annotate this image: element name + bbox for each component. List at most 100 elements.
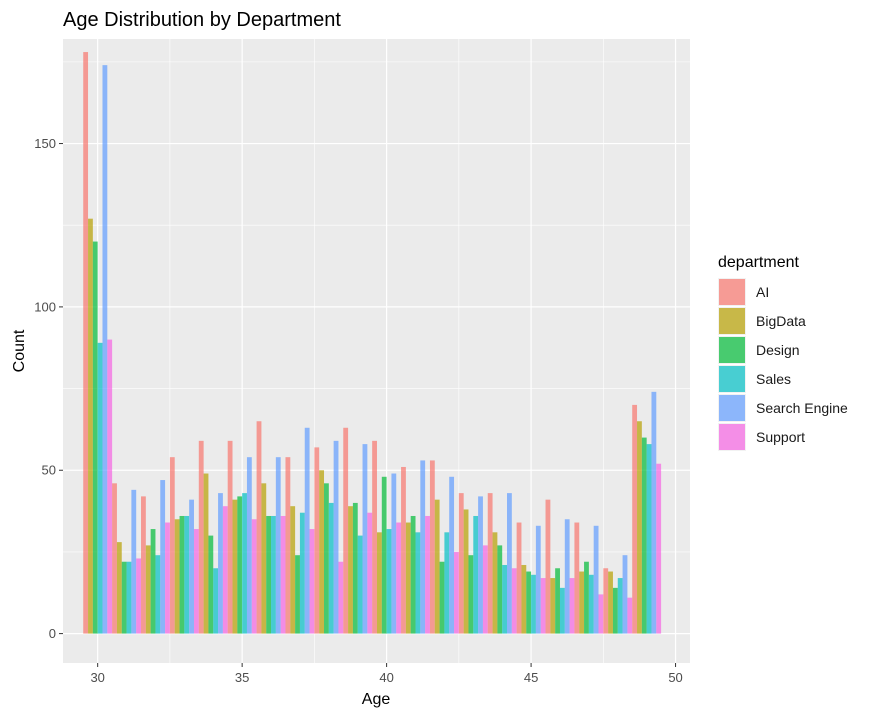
legend-label-ai: AI: [756, 284, 769, 300]
bar-bigdata: [492, 532, 498, 634]
bar-sales: [415, 532, 421, 634]
bar-sales: [242, 493, 247, 634]
legend-title: department: [718, 254, 799, 271]
bar-design: [324, 483, 329, 634]
bar-search-engine: [246, 457, 252, 634]
bar-search-engine: [333, 440, 339, 634]
bar-sales: [271, 515, 276, 634]
bar-bigdata: [88, 218, 93, 634]
bar-support: [222, 506, 228, 634]
bar-search-engine: [304, 427, 310, 634]
bar-bigdata: [637, 421, 642, 634]
bar-bigdata: [203, 473, 209, 634]
bar-sales: [588, 574, 594, 634]
legend: department AI BigData Design Sales Search En…: [718, 254, 848, 451]
bar-bigdata: [261, 483, 267, 634]
legend-label-support: Support: [756, 429, 805, 445]
bar-bigdata: [348, 506, 353, 634]
bar-support: [367, 512, 373, 634]
bar-design: [468, 555, 474, 634]
bar-bigdata: [145, 545, 151, 634]
legend-swatch-design: [719, 337, 745, 363]
bar-support: [656, 463, 662, 634]
y-tick-label: 0: [49, 626, 56, 641]
bar-search-engine: [131, 489, 137, 634]
bar-design: [150, 529, 156, 634]
bar-bigdata: [608, 571, 613, 634]
bar-bigdata: [290, 506, 296, 634]
bar-sales: [357, 535, 363, 634]
bar-design: [641, 437, 647, 634]
legend-label-design: Design: [756, 342, 800, 358]
bar-support: [627, 597, 633, 634]
bar-support: [569, 578, 575, 634]
bar-bigdata: [463, 509, 469, 634]
legend-swatch-support: [719, 424, 745, 450]
bar-search-engine: [564, 519, 570, 634]
bar-support: [165, 522, 170, 634]
y-tick-label: 150: [34, 136, 56, 151]
bar-search-engine: [593, 525, 599, 634]
bar-support: [511, 568, 517, 634]
bar-ai: [516, 522, 522, 634]
bar-design: [295, 555, 300, 634]
bar-search-engine: [535, 525, 541, 634]
bar-design: [266, 515, 272, 634]
bar-search-engine: [449, 476, 455, 634]
bar-ai: [141, 496, 146, 634]
bar-bigdata: [319, 470, 325, 634]
bar-bigdata: [521, 564, 527, 634]
bar-sales: [126, 561, 132, 634]
bar-ai: [227, 440, 233, 634]
bar-bigdata: [405, 522, 411, 634]
bar-design: [179, 515, 185, 634]
bar-ai: [632, 404, 638, 634]
bar-search-engine: [189, 499, 194, 634]
bar-ai: [256, 421, 262, 634]
bar-support: [280, 515, 286, 634]
bar-design: [352, 502, 358, 634]
legend-swatch-search-engine: [719, 395, 745, 421]
x-tick-label: 40: [379, 670, 393, 685]
legend-label-sales: Sales: [756, 371, 791, 387]
bar-search-engine: [420, 460, 426, 634]
bar-support: [309, 529, 315, 634]
y-axis-title: Count: [11, 329, 28, 372]
y-axis: 0 50 100 150: [34, 136, 63, 641]
bar-ai: [343, 427, 349, 634]
bar-ai: [545, 499, 551, 634]
bar-bigdata: [174, 519, 180, 634]
bar-support: [425, 515, 430, 634]
bar-design: [555, 568, 560, 634]
bar-bigdata: [579, 571, 585, 634]
bar-support: [482, 545, 488, 634]
legend-swatch-ai: [719, 279, 745, 305]
bar-support: [338, 561, 344, 634]
bar-design: [612, 587, 618, 634]
bar-design: [381, 476, 387, 634]
bar-search-engine: [275, 457, 281, 634]
bar-sales: [646, 444, 652, 634]
bar-sales: [184, 515, 190, 634]
bar-search-engine: [362, 444, 368, 634]
bar-sales: [155, 555, 161, 634]
bar-search-engine: [160, 480, 166, 634]
x-tick-label: 35: [235, 670, 249, 685]
bar-support: [540, 578, 546, 634]
bar-ai: [198, 440, 204, 634]
bar-support: [598, 594, 604, 634]
bar-sales: [617, 578, 623, 634]
bar-sales: [97, 342, 103, 634]
bar-sales: [559, 587, 565, 634]
bar-bigdata: [116, 542, 122, 634]
bar-search-engine: [478, 496, 483, 634]
legend-swatch-sales: [719, 366, 745, 392]
bar-design: [410, 515, 416, 634]
bar-design: [92, 241, 98, 634]
bar-sales: [473, 515, 479, 634]
bar-sales: [299, 512, 305, 634]
x-tick-label: 50: [668, 670, 682, 685]
bar-design: [497, 545, 503, 634]
x-axis-title: Age: [362, 691, 391, 708]
bar-ai: [487, 493, 493, 634]
